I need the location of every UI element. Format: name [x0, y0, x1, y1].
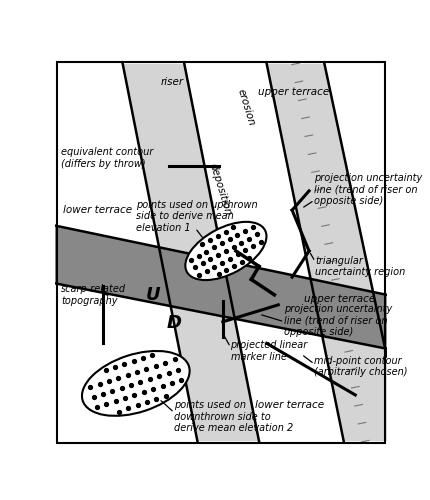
- Text: triangular
uncertainty region: triangular uncertainty region: [314, 256, 405, 277]
- Text: lower terrace: lower terrace: [62, 205, 132, 215]
- Text: riser: riser: [160, 77, 183, 87]
- Polygon shape: [123, 64, 258, 441]
- Text: U: U: [146, 286, 160, 304]
- Text: mid-point contour
(arbitrarily chosen): mid-point contour (arbitrarily chosen): [314, 356, 407, 378]
- Text: lower terrace: lower terrace: [255, 400, 323, 410]
- Text: equivalent contour
(differs by throw): equivalent contour (differs by throw): [61, 147, 153, 169]
- Polygon shape: [266, 64, 386, 441]
- Text: upper terrace: upper terrace: [303, 294, 374, 304]
- Text: scarp-related
topography: scarp-related topography: [61, 284, 126, 306]
- Text: projected linear
marker line: projected linear marker line: [230, 340, 307, 362]
- Text: points used on
downthrown side to
derive mean elevation 2: points used on downthrown side to derive…: [174, 400, 293, 433]
- Text: points used on upthrown
side to derive mean
elevation 1: points used on upthrown side to derive m…: [135, 200, 257, 233]
- Polygon shape: [55, 226, 386, 349]
- Text: D: D: [166, 314, 181, 332]
- Ellipse shape: [185, 222, 266, 280]
- Text: projection uncertainty
line (trend of riser on
opposite side): projection uncertainty line (trend of ri…: [314, 173, 422, 206]
- Ellipse shape: [82, 351, 189, 416]
- Text: erosion: erosion: [235, 88, 256, 128]
- Text: upper terrace: upper terrace: [258, 87, 329, 97]
- Text: projection uncertainty
line (trend of riser on
opposite side): projection uncertainty line (trend of ri…: [284, 304, 392, 337]
- Text: deposition: deposition: [207, 162, 233, 217]
